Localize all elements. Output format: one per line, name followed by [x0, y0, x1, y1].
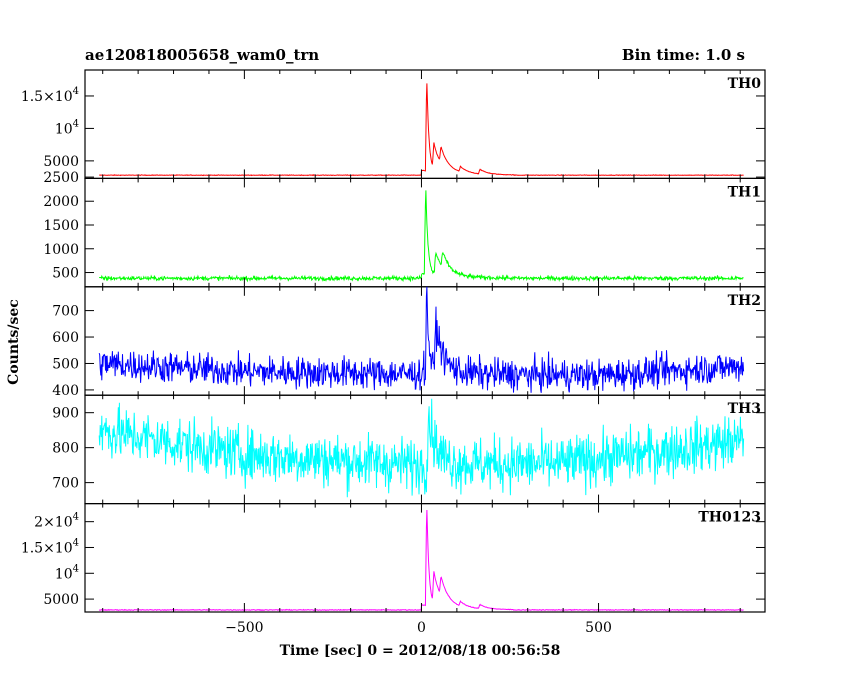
y-tick-label: 900 — [52, 406, 79, 422]
y-tick-label: 2500 — [43, 170, 79, 186]
panel-label-th3: TH3 — [728, 401, 761, 417]
panel-frame-th0 — [84, 69, 766, 180]
y-tick-label: 600 — [52, 330, 79, 346]
y-tick-label: 2×104 — [34, 512, 79, 531]
y-tick-label: 2000 — [43, 194, 79, 210]
y-tick-label: 1.5×104 — [21, 537, 79, 556]
series-line-th0123 — [98, 509, 744, 612]
panel-label-th0: TH0 — [728, 76, 762, 92]
y-tick-label: 104 — [55, 118, 79, 137]
panel-frame-th0123 — [84, 503, 766, 613]
x-tick-label: 500 — [585, 620, 612, 636]
series-line-th1 — [98, 190, 744, 283]
series-line-th2 — [98, 286, 745, 393]
y-tick-label: 5000 — [43, 592, 79, 608]
y-tick-label: 400 — [52, 383, 79, 399]
series-line-th0 — [99, 83, 744, 177]
panel-label-th1: TH1 — [728, 184, 761, 200]
y-tick-label: 700 — [52, 304, 79, 320]
y-tick-label: 500 — [52, 356, 79, 372]
y-tick-label: 1.5×104 — [21, 86, 79, 105]
x-tick-label: −500 — [225, 620, 263, 636]
series-line-th3 — [98, 398, 745, 498]
panel-label-th2: TH2 — [728, 293, 761, 309]
x-axis-label: Time [sec] 0 = 2012/08/18 00:56:58 — [280, 643, 561, 659]
y-tick-label: 700 — [52, 476, 79, 492]
y-tick-label: 500 — [52, 266, 79, 282]
x-tick-label: 0 — [417, 620, 426, 636]
y-tick-label: 104 — [55, 563, 79, 582]
y-tick-label: 5000 — [43, 154, 79, 170]
y-axis-label: Counts/sec — [6, 299, 22, 385]
chart-title: ae120818005658_wam0_trn — [85, 46, 319, 64]
y-tick-label: 800 — [52, 441, 79, 457]
bin-time-label: Bin time: 1.0 s — [622, 46, 745, 64]
y-tick-label: 1000 — [43, 242, 79, 258]
y-tick-label: 1500 — [43, 218, 79, 234]
panel-label-th0123: TH0123 — [698, 510, 761, 526]
